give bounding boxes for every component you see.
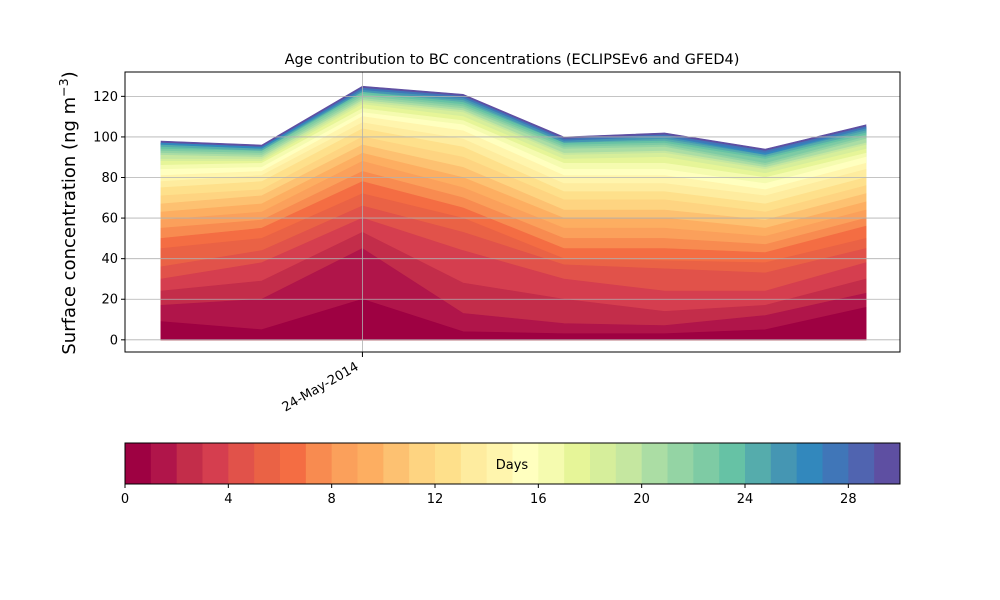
colorbar-segment [822, 443, 849, 484]
y-axis-label-main: Surface concentration (ng m [59, 97, 80, 355]
plot-frame [124, 71, 901, 353]
colorbar-segment [770, 443, 798, 484]
y-tick-label: 40 [101, 252, 118, 267]
colorbar-axis: 0 4 8 12 16 20 24 28 [121, 484, 857, 507]
colorbar-segment [641, 443, 668, 484]
colorbar-label: Days [496, 458, 529, 473]
y-tick-label: 80 [101, 171, 118, 186]
colorbar-tick-label: 20 [633, 492, 650, 507]
y-tick-label: 100 [93, 130, 118, 145]
stacked-area-layers [160, 85, 867, 341]
colorbar-segment [693, 443, 720, 484]
colorbar-segment [719, 443, 746, 484]
y-tick-label: 0 [110, 333, 118, 348]
colorbar [124, 442, 901, 485]
y-axis-label-superscript: −3 [56, 78, 71, 96]
colorbar-segment [564, 443, 591, 484]
colorbar-segment [848, 443, 875, 484]
colorbar-segment [305, 443, 333, 484]
colorbar-segment [202, 443, 229, 484]
colorbar-tick-label: 24 [737, 492, 754, 507]
colorbar-segment [486, 443, 513, 484]
colorbar-segment [331, 443, 358, 484]
colorbar-segment [538, 443, 565, 484]
colorbar-segment [745, 443, 772, 484]
y-axis: 0 20 40 60 80 100 120 [93, 90, 125, 348]
y-axis-label-close: ) [59, 71, 80, 78]
colorbar-tick-label: 16 [530, 492, 547, 507]
colorbar-tick-label: 0 [121, 492, 129, 507]
colorbar-segment [383, 443, 410, 484]
colorbar-segment [150, 443, 178, 484]
y-tick-label: 120 [93, 90, 118, 105]
colorbar-segment [615, 443, 643, 484]
colorbar-segment [874, 443, 901, 484]
y-tick-label: 60 [101, 212, 118, 227]
y-tick-label: 20 [101, 293, 118, 308]
grid-lines [125, 72, 900, 352]
colorbar-segment [254, 443, 281, 484]
colorbar-segment [435, 443, 462, 484]
colorbar-segment [409, 443, 436, 484]
colorbar-tick-label: 28 [840, 492, 857, 507]
colorbar-segment [460, 443, 488, 484]
colorbar-segment [590, 443, 617, 484]
colorbar-tick-label: 4 [224, 492, 232, 507]
colorbar-segment [667, 443, 694, 484]
colorbar-segment [228, 443, 255, 484]
colorbar-segment [125, 443, 152, 484]
colorbar-segment [280, 443, 307, 484]
colorbar-segment [796, 443, 823, 484]
colorbar-tick-label: 8 [328, 492, 336, 507]
colorbar-segment [176, 443, 203, 484]
colorbar-frame [124, 442, 901, 485]
colorbar-tick-label: 12 [427, 492, 444, 507]
colorbar-segment [357, 443, 384, 484]
y-axis-label: Surface concentration (ng m−3) [56, 71, 80, 354]
colorbar-segment [512, 443, 539, 484]
chart-title: Age contribution to BC concentrations (E… [285, 52, 740, 68]
x-axis: 24-May-2014 [280, 352, 363, 415]
x-tick-label: 24-May-2014 [280, 359, 362, 415]
